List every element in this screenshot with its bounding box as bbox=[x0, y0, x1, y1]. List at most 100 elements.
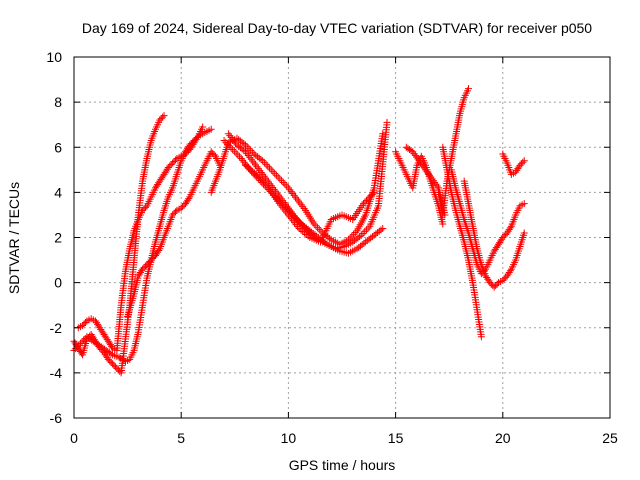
data-point bbox=[106, 357, 114, 365]
data-point bbox=[187, 139, 195, 147]
data-point bbox=[104, 355, 112, 363]
data-point bbox=[516, 161, 524, 169]
data-track-2 bbox=[74, 123, 207, 354]
data-point bbox=[520, 229, 528, 237]
data-point bbox=[167, 161, 175, 169]
data-point bbox=[414, 155, 422, 163]
data-track-12 bbox=[439, 143, 485, 341]
y-tick-labels: -6 -4 -2 0 2 4 6 8 10 bbox=[46, 49, 62, 426]
y-tick-label: 0 bbox=[54, 275, 62, 291]
data-point bbox=[272, 171, 280, 179]
data-point bbox=[517, 160, 525, 168]
data-point bbox=[243, 163, 251, 171]
data-point bbox=[266, 164, 274, 172]
data-point bbox=[361, 198, 369, 206]
x-tick-label: 5 bbox=[177, 430, 185, 446]
data-point bbox=[255, 174, 263, 182]
x-tick-label: 20 bbox=[495, 430, 511, 446]
data-point bbox=[383, 118, 391, 126]
data-point bbox=[245, 164, 253, 172]
data-point bbox=[431, 178, 439, 186]
y-tick-label: 10 bbox=[46, 49, 62, 65]
data-point bbox=[310, 220, 318, 228]
data-point bbox=[249, 167, 257, 175]
y-tick-label: 4 bbox=[54, 184, 62, 200]
data-point bbox=[225, 142, 233, 150]
data-point bbox=[428, 175, 436, 183]
y-tick-label: 6 bbox=[54, 139, 62, 155]
data-point bbox=[140, 205, 148, 213]
data-point bbox=[304, 232, 312, 240]
data-point bbox=[107, 358, 115, 366]
chart-title: Day 169 of 2024, Sidereal Day-to-day VTE… bbox=[82, 20, 592, 36]
data-point bbox=[185, 195, 193, 203]
data-point bbox=[261, 180, 269, 188]
data-point bbox=[299, 227, 307, 235]
data-point bbox=[298, 221, 306, 229]
data-point bbox=[252, 170, 260, 178]
data-point bbox=[139, 265, 147, 273]
data-point bbox=[248, 148, 256, 156]
data-point bbox=[160, 112, 168, 120]
data-point bbox=[362, 226, 370, 234]
data-point bbox=[281, 180, 289, 188]
y-axis-title: SDTVAR / TECUs bbox=[6, 182, 22, 294]
data-point bbox=[477, 333, 485, 341]
data-point bbox=[227, 144, 235, 152]
data-point bbox=[140, 264, 148, 272]
data-point bbox=[207, 125, 215, 133]
y-tick-label: -6 bbox=[50, 410, 63, 426]
data-point bbox=[157, 115, 165, 123]
data-point bbox=[359, 229, 367, 237]
data-point bbox=[236, 153, 244, 161]
data-point bbox=[72, 345, 80, 353]
data-point bbox=[520, 200, 528, 208]
y-tick-label: 2 bbox=[54, 230, 62, 246]
data-point bbox=[348, 232, 356, 240]
data-track-11 bbox=[434, 85, 472, 219]
y-tick-label: -2 bbox=[50, 320, 63, 336]
x-axis-title: GPS time / hours bbox=[289, 457, 396, 473]
data-point bbox=[314, 224, 322, 232]
data-point bbox=[326, 234, 334, 242]
data-point bbox=[271, 169, 279, 177]
x-tick-label: 0 bbox=[70, 430, 78, 446]
data-point bbox=[209, 149, 217, 157]
data-point bbox=[220, 136, 228, 144]
data-point bbox=[254, 172, 262, 180]
data-point bbox=[300, 223, 308, 231]
data-point bbox=[367, 192, 375, 200]
data-point bbox=[81, 334, 89, 342]
data-point bbox=[232, 149, 240, 157]
data-point bbox=[267, 166, 275, 174]
data-point bbox=[364, 195, 372, 203]
data-point bbox=[155, 246, 163, 254]
data-point bbox=[247, 146, 255, 154]
data-point bbox=[439, 220, 447, 228]
data-point bbox=[75, 341, 83, 349]
data-point bbox=[81, 318, 89, 326]
data-point bbox=[351, 229, 359, 237]
data-point bbox=[363, 196, 371, 204]
data-point bbox=[433, 182, 441, 190]
data-point bbox=[419, 162, 427, 170]
data-point bbox=[147, 256, 155, 264]
data-point bbox=[76, 340, 84, 348]
data-point bbox=[170, 158, 178, 166]
data-point bbox=[276, 175, 284, 183]
data-point bbox=[424, 169, 432, 177]
data-point bbox=[409, 148, 417, 156]
data-point bbox=[413, 153, 421, 161]
data-point bbox=[312, 222, 320, 230]
data-point bbox=[499, 234, 507, 241]
data-point bbox=[519, 158, 527, 166]
data-point bbox=[493, 280, 501, 288]
data-point bbox=[259, 157, 267, 165]
data-point bbox=[370, 188, 378, 196]
data-point bbox=[156, 116, 164, 124]
x-tick-label: 25 bbox=[602, 430, 618, 446]
data-point bbox=[427, 173, 435, 181]
data-point bbox=[356, 233, 364, 241]
data-point bbox=[189, 138, 197, 146]
data-point bbox=[80, 336, 88, 344]
